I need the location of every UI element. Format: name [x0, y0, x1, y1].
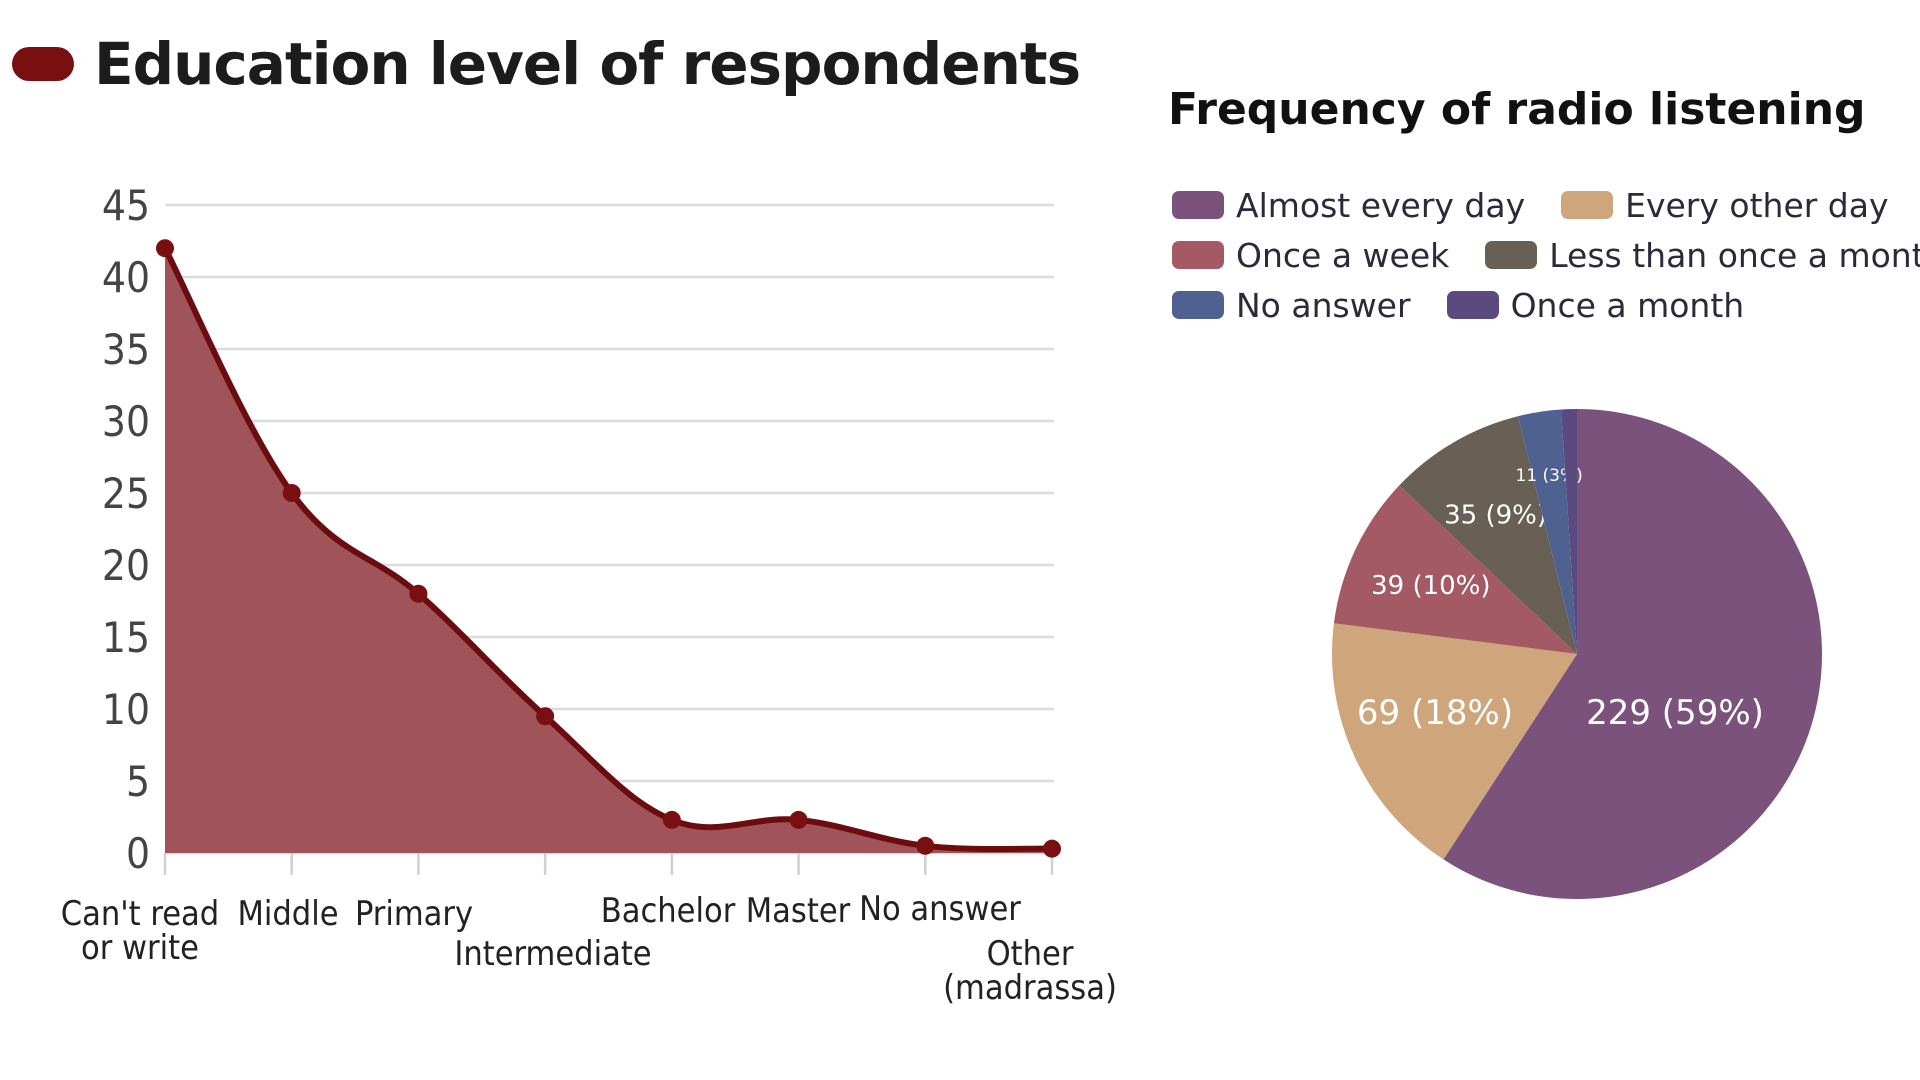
legend-label: No answer	[1236, 285, 1411, 325]
legend-item: Once a month	[1446, 285, 1745, 325]
pie-slice-label: 229 (59%)	[1586, 693, 1764, 733]
legend-item: Every other day	[1561, 185, 1889, 225]
education-area-chart: 0 5 10 15 20 25 30 35 40 45 Can't read or write Midd…	[61, 181, 1117, 1008]
legend-item: Once a week	[1172, 236, 1449, 275]
data-point-marker	[1043, 839, 1061, 858]
legend-swatch	[1446, 291, 1499, 319]
y-tick-label: 15	[102, 613, 150, 662]
x-tick-label: Intermediate	[454, 934, 651, 974]
education-chart-title: Education level of respondents	[94, 30, 1081, 98]
title-marker-icon	[12, 47, 74, 81]
pie-slice	[1443, 409, 1822, 899]
y-tick-label: 10	[102, 685, 150, 734]
y-tick-label: 45	[102, 181, 150, 230]
x-tick-label: Primary	[355, 894, 473, 934]
x-tick-label: Bachelor	[601, 891, 736, 931]
pie-slice	[1561, 409, 1577, 654]
legend-swatch	[1172, 291, 1224, 319]
pie-slice	[1517, 409, 1577, 654]
legend-swatch	[1172, 241, 1224, 269]
pie-slice	[1332, 623, 1577, 860]
legend-swatch	[1172, 191, 1224, 219]
x-tick-label: No answer	[859, 889, 1021, 929]
pie-slice-label: 35 (9%)	[1444, 500, 1547, 530]
data-point-marker	[662, 810, 681, 829]
legend-label: Almost every day	[1236, 185, 1526, 225]
data-point-marker	[409, 584, 428, 603]
legend-label: Every other day	[1625, 185, 1889, 225]
area-fill	[165, 248, 1052, 853]
legend-row: Once a week Less than once a month	[1172, 230, 1920, 280]
legend-swatch	[1485, 241, 1538, 269]
y-tick-label: 40	[102, 253, 150, 302]
data-point-marker	[156, 239, 174, 258]
y-tick-label: 20	[102, 541, 150, 590]
y-tick-label: 30	[102, 397, 150, 446]
legend-label: Once a month	[1510, 285, 1745, 325]
radio-chart-legend: Almost every day Every other day Once a we…	[1172, 180, 1920, 330]
legend-row: Almost every day Every other day	[1172, 180, 1912, 230]
pie-slice	[1333, 485, 1577, 654]
legend-item: Less than once a month	[1485, 236, 1920, 275]
legend-item: No answer	[1172, 286, 1411, 325]
data-point-marker	[536, 707, 555, 726]
y-tick-label: 5	[126, 757, 150, 806]
pie-slice-label: 69 (18%)	[1357, 693, 1513, 733]
radio-chart-title: Frequency of radio listening	[1168, 84, 1866, 135]
x-tick-label: Can't read or write	[61, 894, 219, 968]
pie-slice-label: 39 (10%)	[1371, 571, 1490, 601]
legend-row: No answer Once a month	[1172, 280, 1912, 330]
y-tick-label: 25	[102, 469, 150, 518]
data-point-marker	[789, 810, 808, 829]
x-tick-label: Other (madrassa)	[943, 934, 1117, 1008]
data-point-marker	[916, 836, 935, 855]
y-tick-label: 0	[126, 829, 150, 878]
x-tick-label: Middle	[237, 894, 338, 934]
x-tick-label: Master	[746, 891, 851, 931]
education-chart-header: Education level of respondents	[12, 30, 1081, 98]
legend-item: Almost every day	[1172, 186, 1525, 225]
legend-label: Less than once a month	[1549, 235, 1920, 275]
y-tick-label: 35	[102, 325, 150, 374]
legend-swatch	[1561, 191, 1614, 219]
data-point-marker	[282, 484, 301, 502]
pie-slice	[1399, 416, 1577, 654]
legend-label: Once a week	[1236, 235, 1450, 275]
